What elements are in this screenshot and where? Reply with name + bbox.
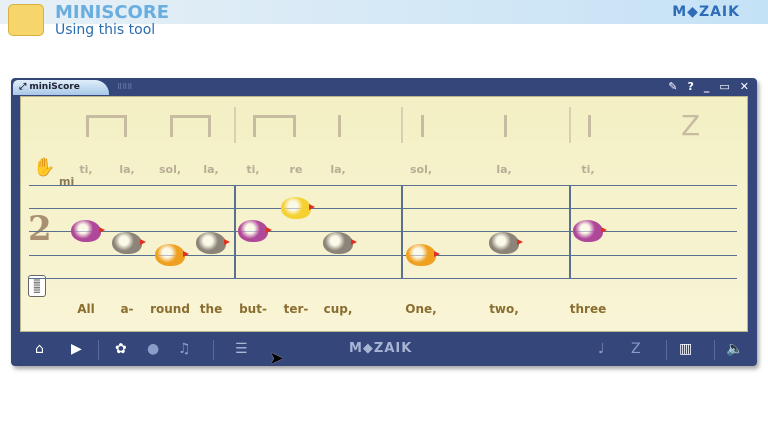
lyric-syllable: All	[77, 302, 95, 316]
lyric-syllable: two,	[489, 302, 519, 316]
bird-note-sol[interactable]	[155, 244, 189, 266]
solfege-label: ti,	[246, 163, 260, 176]
miniscore-logo-icon	[8, 4, 44, 36]
lyric-syllable: One,	[405, 302, 437, 316]
lyric-syllable: cup,	[323, 302, 353, 316]
solfege-label: la,	[496, 163, 512, 176]
solfege-label: la,	[203, 163, 219, 176]
header-bar	[0, 0, 768, 24]
bird-note-la[interactable]	[196, 232, 230, 254]
rest-icon[interactable]: Z	[631, 341, 641, 357]
staff-line	[29, 278, 737, 279]
divider	[213, 340, 214, 360]
barline	[234, 185, 236, 279]
rhythm-barline	[569, 107, 571, 143]
staff-line	[29, 185, 737, 186]
bottom-toolbar: ⌂ ▶ ✿ ● ♫ ☰ M◆ZAIK ♩ Z ▥ 🔈	[11, 334, 757, 364]
ti-ti-rhythm[interactable]	[170, 115, 211, 137]
time-signature: 2	[28, 209, 52, 249]
solfege-label: sol,	[409, 163, 433, 176]
staff-line	[29, 208, 737, 209]
bird-note-ti[interactable]	[71, 220, 105, 242]
lyric-syllable: ter-	[283, 302, 309, 316]
rhythm-barline	[234, 107, 236, 143]
ta-rhythm[interactable]	[504, 115, 507, 137]
staff-line	[29, 255, 737, 256]
bird-note-la[interactable]	[489, 232, 523, 254]
lyric-syllable: the	[199, 302, 223, 316]
ta-rhythm[interactable]	[588, 115, 591, 137]
minimize-icon[interactable]: _	[703, 80, 710, 93]
speaker-icon[interactable]: 🔈	[726, 341, 744, 357]
barline	[401, 185, 403, 279]
play-icon[interactable]: ▶	[71, 341, 82, 357]
solfege-label: ti,	[79, 163, 93, 176]
rest-rhythm[interactable]: Z	[681, 109, 701, 142]
bird-note-la[interactable]	[323, 232, 357, 254]
staff-line	[29, 231, 737, 232]
bird-note-la[interactable]	[112, 232, 146, 254]
app-title: MINISCORE	[55, 2, 170, 23]
mouse-cursor: ➤	[269, 348, 285, 369]
help-icon[interactable]: ?	[687, 80, 694, 93]
lyric-syllable: a-	[120, 302, 134, 316]
tab-miniscore[interactable]: ⤢ miniScore	[13, 80, 109, 95]
bird-note-re[interactable]	[281, 197, 315, 219]
list-icon[interactable]: ☰	[235, 341, 248, 357]
home-icon[interactable]: ⌂	[35, 341, 44, 357]
bird-note-ti[interactable]	[573, 220, 607, 242]
toolbar-brand: M◆ZAIK	[349, 341, 413, 356]
maximize-icon[interactable]: ▭	[719, 80, 730, 93]
hand-icon[interactable]: ✋	[33, 157, 56, 178]
solfege-label: la,	[330, 163, 346, 176]
ta-rhythm[interactable]	[338, 115, 341, 137]
ti-ti-rhythm[interactable]	[86, 115, 127, 137]
close-icon[interactable]: ✕	[739, 80, 749, 93]
lyric-syllable: three	[569, 302, 607, 316]
lyrics-toggle-icon[interactable]: ≡ ≡ ≡	[28, 275, 46, 297]
bird-icon[interactable]: ✿	[115, 341, 127, 357]
solfege-label: la,	[119, 163, 135, 176]
bird-note-sol[interactable]	[406, 244, 440, 266]
rhythm-barline	[401, 107, 403, 143]
mozaik-logo: M◆ZAIK	[672, 4, 740, 20]
divider	[98, 340, 99, 360]
piano-icon[interactable]: ▥	[679, 341, 693, 357]
key-label: mi	[59, 175, 75, 188]
lyric-syllable: round	[150, 302, 190, 316]
tab-label: miniScore	[29, 82, 80, 92]
lyric-syllable: but-	[239, 302, 267, 316]
music-note-icon[interactable]: ♫	[178, 341, 191, 357]
ta-rhythm[interactable]	[421, 115, 424, 137]
divider	[666, 340, 667, 360]
solfege-label: ti,	[581, 163, 595, 176]
barline	[569, 185, 571, 279]
quarter-note-icon[interactable]: ♩	[598, 341, 605, 357]
solfege-label: re	[289, 163, 303, 176]
pin-icon[interactable]: ✎	[668, 80, 678, 93]
dot-icon[interactable]: ●	[147, 341, 160, 357]
bird-note-ti[interactable]	[238, 220, 272, 242]
ti-ti-rhythm[interactable]	[253, 115, 296, 137]
solfege-label: sol,	[158, 163, 182, 176]
drag-grip[interactable]: ⠿⠿⠿	[117, 83, 133, 91]
app-subtitle: Using this tool	[55, 22, 156, 38]
divider	[714, 340, 715, 360]
